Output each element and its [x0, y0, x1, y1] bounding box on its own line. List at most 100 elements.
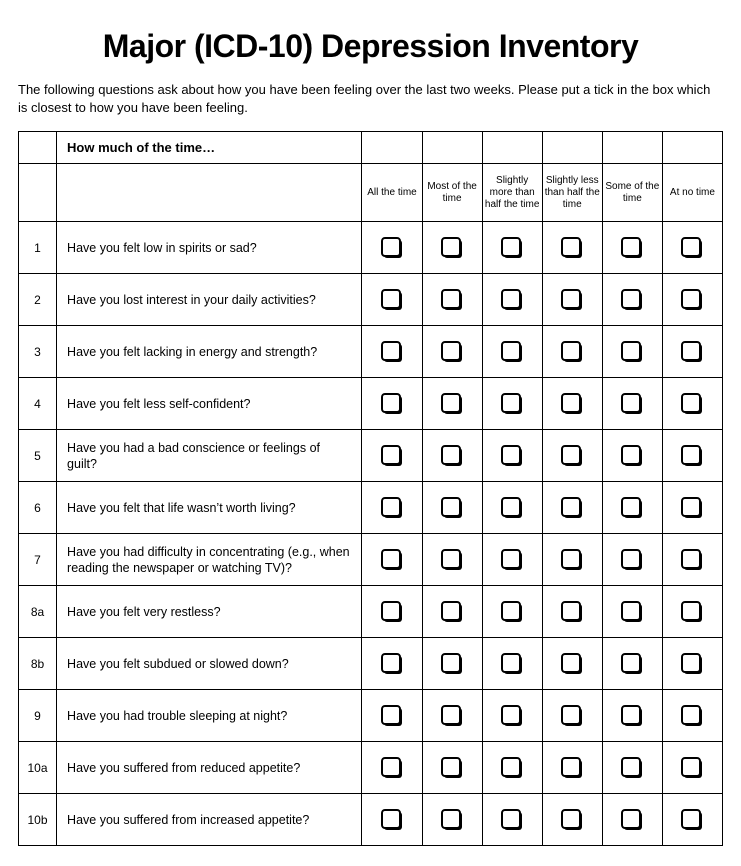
- checkbox-cell[interactable]: [482, 794, 542, 846]
- checkbox-icon: [680, 291, 704, 308]
- checkbox-cell[interactable]: [422, 742, 482, 794]
- checkbox-cell[interactable]: [362, 534, 422, 586]
- checkbox-cell[interactable]: [422, 794, 482, 846]
- checkbox-cell[interactable]: [422, 586, 482, 638]
- question-number: 10b: [19, 794, 57, 846]
- checkbox-cell[interactable]: [602, 794, 662, 846]
- checkbox-cell[interactable]: [482, 274, 542, 326]
- checkbox-cell[interactable]: [662, 690, 722, 742]
- checkbox-cell[interactable]: [602, 534, 662, 586]
- checkbox-cell[interactable]: [422, 482, 482, 534]
- checkbox-cell[interactable]: [602, 326, 662, 378]
- checkbox-cell[interactable]: [542, 742, 602, 794]
- checkbox-cell[interactable]: [542, 482, 602, 534]
- checkbox-cell[interactable]: [542, 378, 602, 430]
- checkbox-cell[interactable]: [542, 326, 602, 378]
- question-number: 4: [19, 378, 57, 430]
- checkbox-cell[interactable]: [482, 690, 542, 742]
- checkbox-cell[interactable]: [542, 638, 602, 690]
- checkbox-cell[interactable]: [662, 430, 722, 482]
- checkbox-cell[interactable]: [662, 482, 722, 534]
- checkbox-cell[interactable]: [422, 222, 482, 274]
- checkbox-cell[interactable]: [482, 638, 542, 690]
- checkbox-cell[interactable]: [362, 482, 422, 534]
- checkbox-cell[interactable]: [482, 222, 542, 274]
- checkbox-cell[interactable]: [662, 222, 722, 274]
- checkbox-cell[interactable]: [602, 430, 662, 482]
- table-body: 1Have you felt low in spirits or sad?2Ha…: [19, 222, 723, 846]
- checkbox-cell[interactable]: [362, 586, 422, 638]
- checkbox-icon: [680, 811, 704, 828]
- checkbox-cell[interactable]: [482, 378, 542, 430]
- checkbox-cell[interactable]: [662, 586, 722, 638]
- checkbox-icon: [560, 499, 584, 516]
- checkbox-cell[interactable]: [602, 482, 662, 534]
- header2-blank-q: [57, 164, 362, 222]
- checkbox-cell[interactable]: [602, 586, 662, 638]
- checkbox-cell[interactable]: [422, 326, 482, 378]
- checkbox-cell[interactable]: [662, 378, 722, 430]
- checkbox-cell[interactable]: [602, 742, 662, 794]
- checkbox-cell[interactable]: [662, 794, 722, 846]
- checkbox-cell[interactable]: [362, 274, 422, 326]
- checkbox-cell[interactable]: [422, 378, 482, 430]
- question-number: 8a: [19, 586, 57, 638]
- checkbox-cell[interactable]: [362, 742, 422, 794]
- checkbox-cell[interactable]: [362, 326, 422, 378]
- checkbox-cell[interactable]: [542, 690, 602, 742]
- checkbox-cell[interactable]: [662, 534, 722, 586]
- checkbox-icon: [440, 343, 464, 360]
- checkbox-cell[interactable]: [602, 378, 662, 430]
- checkbox-cell[interactable]: [362, 794, 422, 846]
- checkbox-cell[interactable]: [362, 638, 422, 690]
- checkbox-cell[interactable]: [542, 794, 602, 846]
- checkbox-cell[interactable]: [602, 222, 662, 274]
- checkbox-icon: [560, 343, 584, 360]
- checkbox-icon: [440, 759, 464, 776]
- option-header-2: Slightly more than half the time: [482, 164, 542, 222]
- checkbox-cell[interactable]: [482, 586, 542, 638]
- checkbox-cell[interactable]: [662, 638, 722, 690]
- checkbox-icon: [620, 655, 644, 672]
- question-text: Have you had a bad conscience or feeling…: [57, 430, 362, 482]
- checkbox-icon: [500, 395, 524, 412]
- question-number: 3: [19, 326, 57, 378]
- table-row: 3Have you felt lacking in energy and str…: [19, 326, 723, 378]
- checkbox-cell[interactable]: [662, 326, 722, 378]
- checkbox-cell[interactable]: [362, 430, 422, 482]
- checkbox-cell[interactable]: [662, 742, 722, 794]
- checkbox-cell[interactable]: [662, 274, 722, 326]
- checkbox-icon: [560, 395, 584, 412]
- checkbox-cell[interactable]: [422, 534, 482, 586]
- checkbox-icon: [680, 551, 704, 568]
- checkbox-cell[interactable]: [602, 638, 662, 690]
- question-number: 7: [19, 534, 57, 586]
- checkbox-cell[interactable]: [422, 690, 482, 742]
- checkbox-icon: [560, 603, 584, 620]
- checkbox-cell[interactable]: [422, 638, 482, 690]
- checkbox-cell[interactable]: [482, 326, 542, 378]
- checkbox-icon: [440, 499, 464, 516]
- checkbox-cell[interactable]: [482, 534, 542, 586]
- checkbox-cell[interactable]: [602, 690, 662, 742]
- checkbox-cell[interactable]: [362, 222, 422, 274]
- checkbox-cell[interactable]: [362, 378, 422, 430]
- checkbox-cell[interactable]: [362, 690, 422, 742]
- checkbox-cell[interactable]: [422, 430, 482, 482]
- checkbox-cell[interactable]: [542, 274, 602, 326]
- checkbox-cell[interactable]: [542, 222, 602, 274]
- checkbox-cell[interactable]: [482, 482, 542, 534]
- checkbox-cell[interactable]: [542, 534, 602, 586]
- checkbox-cell[interactable]: [602, 274, 662, 326]
- checkbox-cell[interactable]: [422, 274, 482, 326]
- option-header-1: Most of the time: [422, 164, 482, 222]
- option-header-5: At no time: [662, 164, 722, 222]
- checkbox-cell[interactable]: [542, 586, 602, 638]
- header-blank-5: [662, 132, 722, 164]
- checkbox-cell[interactable]: [482, 430, 542, 482]
- checkbox-icon: [560, 239, 584, 256]
- checkbox-cell[interactable]: [542, 430, 602, 482]
- question-number: 5: [19, 430, 57, 482]
- checkbox-cell[interactable]: [482, 742, 542, 794]
- checkbox-icon: [620, 603, 644, 620]
